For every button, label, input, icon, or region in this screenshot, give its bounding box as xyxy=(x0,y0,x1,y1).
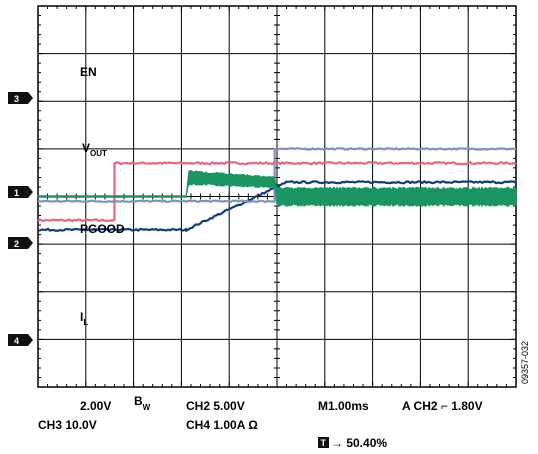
label-il-main: I xyxy=(80,310,83,324)
readout-trigger-position: → 50.40% xyxy=(331,436,387,450)
marker-ch1: 1 xyxy=(8,186,33,198)
readout-ch2-scale: CH2 5.00V xyxy=(186,399,245,413)
trace-pgood xyxy=(37,147,517,203)
readout-ch3-scale: CH3 10.0V xyxy=(38,418,97,432)
marker-ch1-text: 1 xyxy=(14,188,19,198)
readout-bw-main: B xyxy=(134,394,143,408)
readout-ch1-scale: 2.00V xyxy=(80,399,111,413)
trigger-position-icon: T xyxy=(318,437,329,448)
trigger-position-icon-text: T xyxy=(321,438,327,448)
readout-trigger: A CH2 ⌐ 1.80V xyxy=(402,399,483,413)
readout-timebase: M1.00ms xyxy=(318,399,369,413)
label-vout-main: V xyxy=(82,141,90,155)
marker-ch3: 3 xyxy=(8,92,33,104)
readout-bw-sub: W xyxy=(143,403,151,412)
label-il-sub: L xyxy=(83,318,88,327)
marker-ch4: 4 xyxy=(8,334,33,346)
label-il: IL xyxy=(80,310,88,327)
label-en: EN xyxy=(80,65,97,79)
marker-ch2: 2 xyxy=(8,237,33,249)
readout-bw: BW xyxy=(134,394,151,412)
label-pgood: PGOOD xyxy=(80,222,125,236)
marker-ch4-text: 4 xyxy=(14,336,19,346)
trace-i-l xyxy=(37,169,517,208)
label-vout: VOUT xyxy=(82,141,107,158)
trace-v-out xyxy=(37,180,517,232)
readout-ch4-scale: CH4 1.00A Ω xyxy=(186,418,258,432)
marker-ch2-text: 2 xyxy=(14,239,19,249)
marker-ch3-text: 3 xyxy=(14,94,19,104)
traces xyxy=(37,147,517,232)
label-vout-sub: OUT xyxy=(90,149,107,158)
figure-id: 09357-032 xyxy=(520,341,530,384)
